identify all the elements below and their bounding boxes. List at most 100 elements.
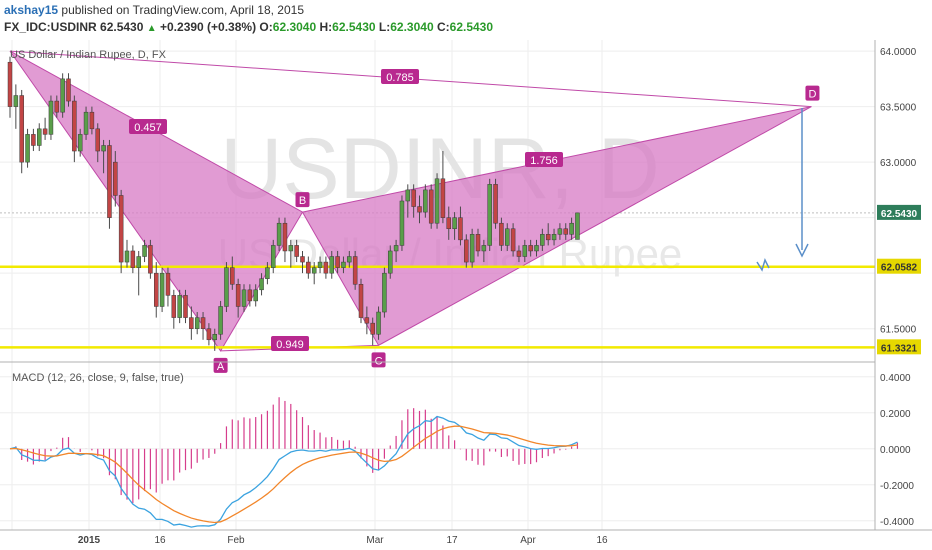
candle-body [423, 189, 428, 213]
point-label-d-box [805, 85, 820, 101]
projection-arrow[interactable] [756, 108, 809, 272]
low-value: 62.3040 [390, 20, 434, 34]
point-label-c: C [371, 352, 386, 368]
price-tick-label: 64.0000 [880, 47, 917, 58]
time-tick-label: 16 [154, 535, 166, 546]
candle-body [364, 317, 370, 324]
candle-body [136, 256, 141, 268]
candle-body [405, 189, 411, 202]
candle-body [177, 295, 182, 318]
candle-body [83, 111, 89, 135]
candle-body [101, 145, 106, 152]
price-tick-label: 63.5000 [880, 103, 917, 114]
candle-body [212, 333, 217, 341]
last-price: 62.5430 [100, 20, 144, 34]
candle [311, 262, 317, 285]
candle [224, 262, 229, 313]
candle [551, 228, 557, 246]
candle-body [440, 178, 446, 218]
macd-tick-label: 0.2000 [880, 409, 911, 420]
candle [282, 217, 288, 263]
candle-body [452, 217, 457, 230]
ratio-label-ac-text: 0.949 [276, 339, 304, 351]
horizontal-levels[interactable] [0, 265, 875, 349]
candle-body [13, 95, 19, 107]
candle [481, 239, 487, 263]
ratio-label-xab: 0.457 [129, 119, 167, 134]
candle [165, 267, 171, 307]
harmonic-pattern[interactable] [9, 50, 812, 352]
candle [399, 195, 405, 251]
candle-body [159, 272, 165, 307]
point-label-b-text: B [299, 195, 306, 207]
candle [335, 250, 340, 274]
candle-body [487, 184, 492, 246]
candle-body [388, 250, 393, 274]
candle-body [130, 250, 136, 268]
candle-body [358, 284, 364, 318]
candle [194, 312, 200, 335]
zigzag-icon [756, 257, 770, 272]
candle-body [118, 195, 124, 263]
open-value: 62.3040 [272, 20, 317, 34]
candle-body [276, 222, 282, 246]
candle-body [399, 200, 405, 246]
ratio-label-bd-text: 1.756 [530, 155, 558, 167]
candle-body [282, 222, 288, 252]
candle [499, 217, 504, 251]
candle [66, 73, 71, 107]
candle-body [37, 128, 42, 146]
point-label-d: D [805, 85, 820, 101]
price-label-box [877, 339, 921, 355]
ratio-label-xd-box [381, 69, 419, 84]
macd-tick-label: 0.4000 [880, 373, 911, 384]
published-text: published on TradingView.com, April 18, … [61, 3, 304, 17]
price-axis[interactable]: 64.0000 63.5000 63.0000 61.5000 [880, 47, 917, 336]
time-tick-label: Apr [520, 535, 536, 546]
candle-body [189, 317, 194, 329]
time-tick-label: 17 [446, 535, 458, 546]
candle-body [241, 289, 247, 307]
ratio-label-xd-text: 0.785 [386, 72, 414, 84]
candle [458, 206, 463, 246]
candle [77, 128, 83, 157]
candle [101, 139, 106, 174]
price-label-box [877, 204, 921, 220]
candle-body [124, 250, 130, 263]
candle [405, 184, 411, 218]
candle-body [77, 134, 83, 152]
candle [189, 306, 194, 340]
candle-body [31, 134, 36, 146]
candle [113, 151, 118, 207]
candle [183, 289, 188, 324]
candle-body [323, 261, 329, 274]
candle [171, 289, 177, 329]
candle [317, 256, 323, 274]
candle-body [25, 134, 30, 163]
candle [7, 56, 13, 118]
candle-body [370, 322, 375, 335]
time-axis[interactable]: 2015 16 Feb Mar 17 Apr 16 [78, 535, 608, 546]
candle [235, 278, 241, 318]
candle-body [200, 317, 206, 329]
candle [300, 250, 305, 274]
price-label: 62.0582 [877, 258, 921, 274]
price-tick-label: 63.0000 [880, 158, 917, 169]
candle-body [516, 250, 522, 257]
candle [376, 306, 381, 340]
candle-body [557, 228, 563, 235]
candle-body [499, 222, 504, 246]
candle-body [464, 239, 469, 263]
candle [130, 245, 136, 274]
candle-body [505, 228, 510, 246]
candle [428, 184, 434, 229]
candle [154, 262, 159, 318]
candle [475, 228, 481, 257]
candle-body [224, 267, 229, 307]
candle [89, 106, 95, 135]
author-link[interactable]: akshay15 [4, 3, 59, 17]
candle [118, 189, 124, 274]
macd-signal-line [9, 425, 578, 524]
point-label-a: A [213, 357, 228, 373]
